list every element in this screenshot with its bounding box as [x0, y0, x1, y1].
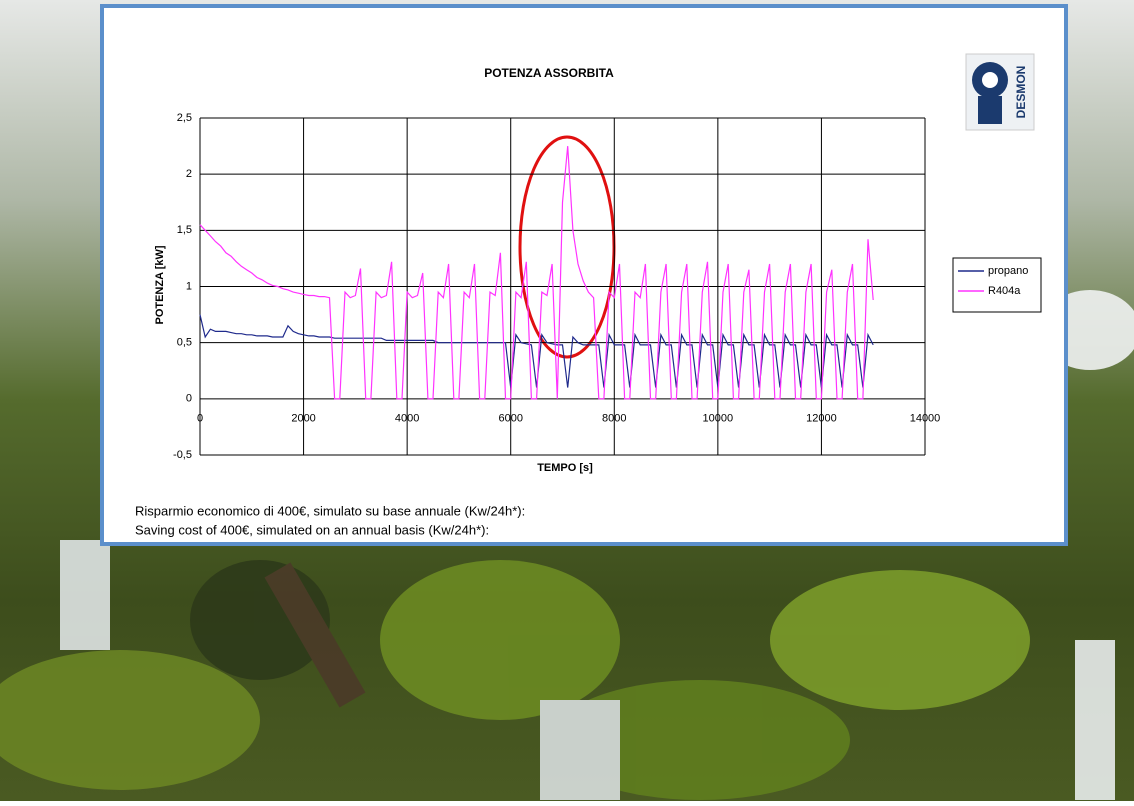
y-tick-label: 1: [186, 280, 192, 292]
x-axis-label: TEMPO [s]: [537, 462, 593, 474]
y-tick-label: 1,5: [177, 224, 192, 236]
caption-line: Risparmio economico di 400€, simulato su…: [135, 503, 525, 518]
page: POTENZA ASSORBITA TEMPO [s] POTENZA [kW]…: [0, 0, 1134, 801]
y-tick-label: 0,5: [177, 337, 192, 349]
y-tick-label: 2,5: [177, 112, 192, 124]
y-tick-label: -0,5: [173, 449, 192, 461]
y-axis-label: POTENZA [kW]: [154, 245, 166, 324]
legend-label: propano: [988, 265, 1028, 277]
y-tick-label: 0: [186, 393, 192, 405]
caption-line: Saving cost of 400€, simulated on an ann…: [135, 522, 489, 537]
logo: DESMON: [966, 54, 1034, 130]
logo-text: DESMON: [1014, 66, 1028, 119]
chart-title: POTENZA ASSORBITA: [484, 66, 614, 80]
slide: POTENZA ASSORBITA TEMPO [s] POTENZA [kW]…: [0, 0, 1134, 801]
y-tick-label: 2: [186, 168, 192, 180]
legend-label: R404a: [988, 285, 1021, 297]
